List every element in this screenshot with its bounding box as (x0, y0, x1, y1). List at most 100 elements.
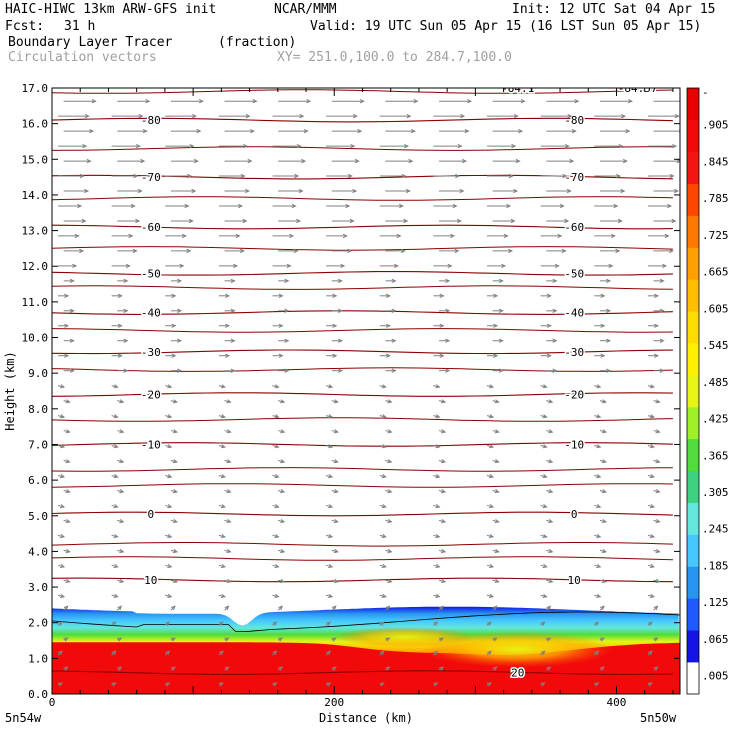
circulation-vector-head (193, 158, 199, 164)
circulation-vector-head (119, 489, 125, 494)
circulation-vector-head (542, 444, 548, 449)
circulation-vector-head (142, 128, 148, 134)
circulation-vector-head (128, 233, 134, 239)
circulation-vector-head (435, 384, 441, 389)
circulation-vector-head (457, 143, 463, 149)
circulation-vector-head (647, 682, 653, 687)
circulation-vector-head (226, 459, 232, 464)
temperature-contour-label: -70 (564, 171, 584, 184)
circulation-vector-head (654, 323, 660, 328)
circulation-vector-head (647, 621, 653, 626)
circulation-vector-head (59, 384, 66, 389)
colorbar-label: .665 (702, 266, 729, 279)
tracer-patch-mid (334, 626, 475, 647)
field-name: Boundary Layer Tracer (8, 35, 173, 50)
circulation-vector-head (552, 278, 558, 284)
circulation-vector-head (113, 384, 119, 389)
circulation-vector-head (245, 188, 251, 194)
circulation-vector-head (332, 293, 338, 298)
circulation-vector-head (123, 338, 129, 343)
circulation-vector-head (284, 338, 290, 343)
temperature-contour-line (52, 417, 673, 422)
circulation-vector-head (662, 263, 668, 269)
temperature-contour-line (52, 196, 673, 201)
circulation-vector-head (245, 113, 251, 119)
circulation-vector-head (403, 218, 409, 224)
circulation-vector-head (119, 518, 125, 524)
circulation-vector-head (145, 99, 151, 104)
circulation-vector-head (601, 399, 608, 404)
circulation-vector-head (79, 248, 85, 254)
overlay-name: Circulation vectors (8, 50, 157, 65)
circulation-vector-head (111, 650, 117, 656)
circulation-vector-head (653, 666, 659, 671)
temperature-contour-line (52, 146, 673, 151)
circulation-vector-head (433, 621, 439, 626)
circulation-vector-head (280, 578, 286, 584)
colorbar-label: - (702, 86, 709, 99)
circulation-vector-head (441, 459, 447, 464)
circulation-vector-head (117, 605, 123, 611)
circulation-vector-head (165, 650, 171, 656)
circulation-vector-head (233, 263, 239, 269)
circulation-vector-head (113, 533, 119, 539)
circulation-vector-head (610, 233, 616, 239)
circulation-vector-head (332, 323, 338, 328)
organization-label: NCAR/MMM (274, 2, 337, 17)
circulation-vector-head (272, 621, 278, 626)
circulation-vector-head (494, 459, 500, 464)
circulation-vector-head (511, 143, 517, 149)
temperature-contour-label: 0 (147, 508, 154, 521)
circulation-vector-head (387, 459, 393, 464)
temperature-contours: -80 -80-70 -70-60 -60-50 -50-40 -40-30 -30-20-… (52, 88, 673, 681)
tracer-boundary-line (52, 611, 680, 633)
circulation-vector-head (225, 323, 231, 328)
circulation-vector-head (601, 489, 608, 494)
circulation-vector-head (220, 414, 227, 419)
circulation-vector-head (391, 278, 397, 284)
circulation-vector-head (113, 563, 119, 569)
temperature-contour-line (52, 392, 673, 397)
circulation-vector-head (278, 605, 283, 611)
circulation-vector-head (181, 233, 187, 239)
temperature-contour-line (52, 670, 673, 675)
circulation-vector-head (342, 233, 348, 239)
circulation-vector-head (655, 518, 661, 524)
temperature-contour-label: -20 (141, 389, 161, 402)
circulation-vector-head (649, 504, 656, 509)
circulation-vector-head (230, 338, 236, 343)
y-tick-label: 2.0 (28, 617, 48, 630)
circulation-vector-head (113, 414, 119, 419)
circulation-vector-head (492, 666, 498, 671)
circulation-vector-head (198, 99, 204, 104)
circulation-vector-head (328, 474, 334, 479)
circulation-vector-head (340, 263, 346, 269)
circulation-vector-head (546, 666, 552, 671)
circulation-vector-head (218, 650, 224, 656)
colorbar-swatch (687, 470, 699, 503)
circulation-vector-head (486, 621, 492, 626)
temperature-contour-line (52, 556, 673, 561)
colorbar: .005 .065 .125 .185 .245 .305 .365 .425 .485 .545… (686, 86, 729, 695)
circulation-vector-head (655, 489, 661, 494)
colorbar-label: .485 (702, 376, 729, 389)
circulation-vector-head (167, 384, 173, 389)
circulation-vector-head (488, 414, 495, 419)
circulation-vector-head (387, 518, 393, 524)
circulation-vector-head (333, 429, 339, 434)
circulation-vector-head (464, 128, 470, 134)
circulation-vector-head (596, 593, 602, 599)
x-tick-label: 0 (49, 696, 56, 709)
circulation-vector-head (601, 578, 608, 584)
temperature-contour-label: -10 (564, 438, 584, 451)
circulation-vector-head (132, 248, 138, 254)
circulation-vector-head (298, 188, 304, 194)
circulation-vector-head (189, 143, 195, 149)
y-tick-label: 12.0 (22, 260, 49, 273)
y-tick-label: 7.0 (28, 438, 48, 451)
colorbar-swatch (687, 662, 699, 695)
circulation-vector-head (226, 399, 232, 404)
circulation-vector-head (125, 263, 131, 269)
circulation-vector-head (381, 504, 387, 509)
forecast-label: Fcst: (5, 19, 45, 34)
